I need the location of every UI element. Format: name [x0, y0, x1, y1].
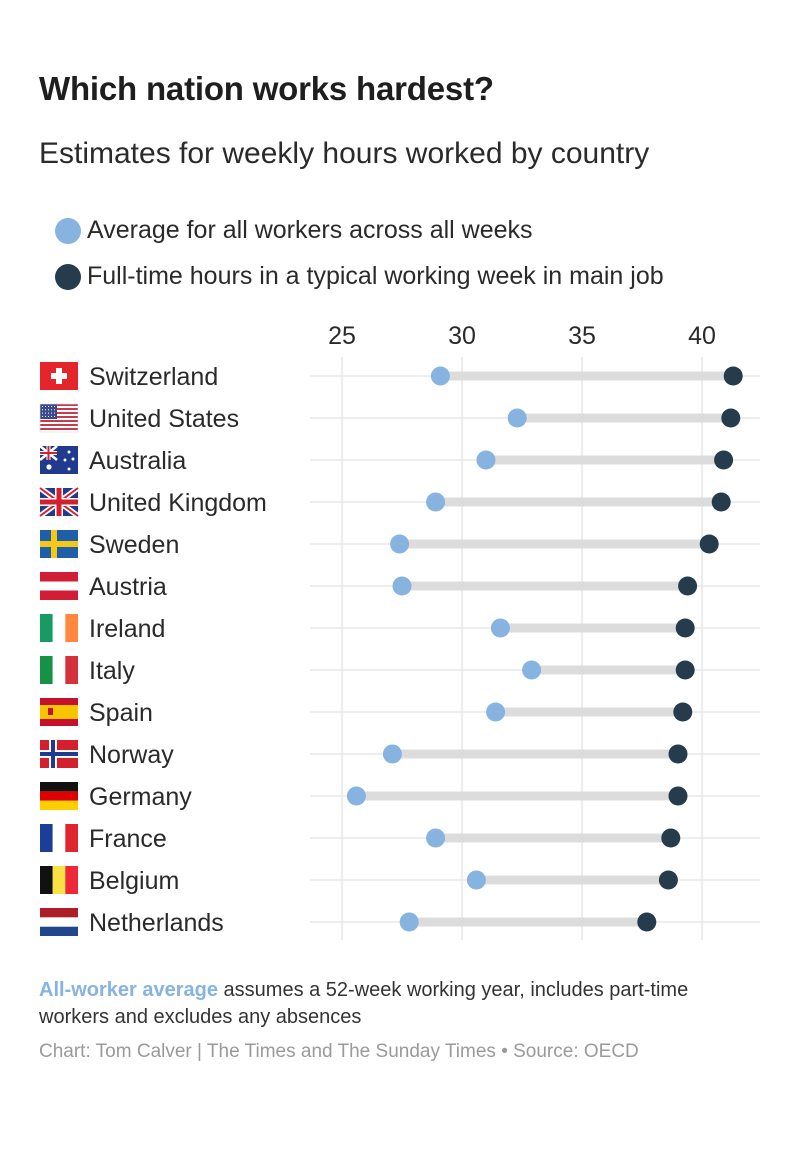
country-label: Germany — [89, 783, 192, 811]
norway-flag-icon — [40, 740, 78, 768]
legend-average-label: Average for all workers across all weeks — [87, 216, 533, 244]
average-point — [486, 702, 506, 722]
country-label: Ireland — [89, 615, 165, 643]
full-time-point — [637, 912, 657, 932]
legend-average-dot-icon — [55, 217, 81, 244]
italy-flag-icon — [40, 656, 78, 684]
average-point — [507, 408, 527, 428]
average-point — [490, 618, 510, 638]
country-label: Netherlands — [89, 909, 224, 937]
full-time-point — [723, 366, 743, 386]
full-time-point — [668, 786, 688, 806]
full-time-point — [714, 450, 734, 470]
country-label: United Kingdom — [89, 489, 267, 517]
full-time-point — [678, 576, 698, 596]
country-label: Australia — [89, 447, 186, 475]
average-point — [476, 450, 496, 470]
country-label: Belgium — [89, 867, 179, 895]
x-tick-label: 30 — [448, 322, 476, 350]
footnote-text: assumes a 52-week working year, includes… — [39, 979, 689, 1028]
chart-subtitle: Estimates for weekly hours worked by cou… — [39, 137, 650, 170]
average-point — [390, 534, 410, 554]
average-point — [392, 576, 412, 596]
full-time-point — [721, 408, 741, 428]
average-point — [430, 366, 450, 386]
ireland-flag-icon — [40, 614, 78, 642]
legend-item-average: Average for all workers across all weeks — [55, 216, 533, 245]
country-label: Italy — [89, 657, 135, 685]
switzerland-flag-icon — [40, 362, 78, 390]
sweden-flag-icon — [40, 530, 78, 558]
full-time-point — [675, 660, 695, 680]
full-time-point — [711, 492, 731, 512]
netherlands-flag-icon — [40, 908, 78, 936]
average-point — [426, 828, 446, 848]
france-flag-icon — [40, 824, 78, 852]
legend-full-time-label: Full-time hours in a typical working wee… — [87, 262, 664, 290]
footnote: All-worker average assumes a 52-week wor… — [39, 977, 739, 1031]
country-label: France — [89, 825, 167, 853]
australia-flag-icon — [39, 445, 78, 474]
country-label: Switzerland — [89, 363, 218, 391]
average-point — [466, 870, 486, 890]
united-states-flag-icon — [39, 403, 79, 433]
country-label: Norway — [89, 741, 174, 769]
full-time-point — [699, 534, 719, 554]
full-time-point — [675, 618, 695, 638]
x-tick-label: 35 — [568, 322, 596, 350]
country-label: United States — [89, 405, 239, 433]
x-tick-label: 25 — [328, 322, 356, 350]
source-credit: Chart: Tom Calver | The Times and The Su… — [39, 1041, 639, 1062]
germany-flag-icon — [40, 782, 78, 810]
full-time-point — [673, 702, 693, 722]
country-label: Sweden — [89, 531, 179, 559]
united-kingdom-flag-icon — [38, 485, 80, 519]
average-point — [382, 744, 402, 764]
austria-flag-icon — [40, 572, 78, 600]
average-point — [426, 492, 446, 512]
spain-flag-icon — [40, 698, 78, 726]
legend-item-full-time: Full-time hours in a typical working wee… — [55, 262, 664, 291]
chart-title: Which nation works hardest? — [39, 70, 494, 107]
dumbbell-chart: 25 30 35 40 Switzerland United States Australi… — [38, 322, 760, 940]
full-time-point — [658, 870, 678, 890]
full-time-point — [668, 744, 688, 764]
footnote-highlight: All-worker average — [39, 979, 218, 1001]
country-label: Spain — [89, 699, 153, 727]
average-point — [522, 660, 542, 680]
full-time-point — [661, 828, 681, 848]
belgium-flag-icon — [40, 866, 78, 894]
country-label: Austria — [89, 573, 167, 601]
average-point — [399, 912, 419, 932]
average-point — [346, 786, 366, 806]
legend-full-time-dot-icon — [55, 263, 81, 290]
x-tick-label: 40 — [688, 322, 716, 350]
